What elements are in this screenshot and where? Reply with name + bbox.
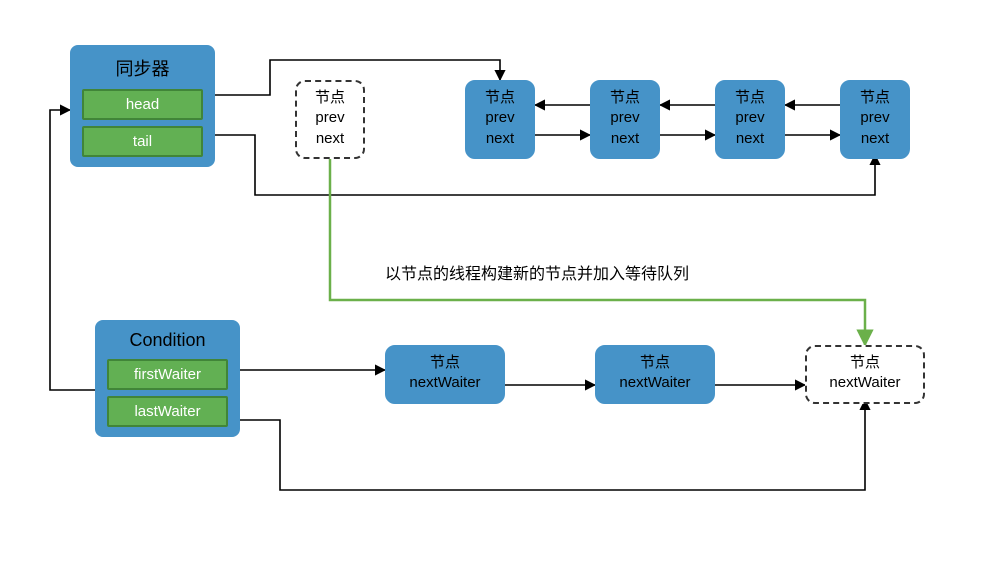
node-n4-line2: next — [846, 129, 904, 149]
node-w1-line1: nextWaiter — [391, 373, 499, 393]
node-n4: 节点prevnext — [840, 80, 910, 159]
node-n0-line1: prev — [301, 108, 359, 128]
node-n2-line2: next — [596, 129, 654, 149]
node-w3: 节点nextWaiter — [805, 345, 925, 404]
node-n2-line1: prev — [596, 108, 654, 128]
arrow-11 — [240, 400, 865, 490]
node-w1: 节点nextWaiter — [385, 345, 505, 404]
node-n3-line2: next — [721, 129, 779, 149]
synchronizer-field-tail: tail — [82, 126, 203, 157]
node-n1-line0: 节点 — [471, 88, 529, 108]
node-n2-line0: 节点 — [596, 88, 654, 108]
arrow-13 — [330, 155, 865, 345]
node-w2: 节点nextWaiter — [595, 345, 715, 404]
synchronizer-title: 同步器 — [82, 55, 203, 81]
node-n4-line1: prev — [846, 108, 904, 128]
node-n3-line1: prev — [721, 108, 779, 128]
synchronizer-field-head: head — [82, 89, 203, 120]
synchronizer-box: 同步器 head tail — [70, 45, 215, 167]
node-n1-line2: next — [471, 129, 529, 149]
condition-box: Condition firstWaiter lastWaiter — [95, 320, 240, 437]
node-n0-line0: 节点 — [301, 88, 359, 108]
node-n2: 节点prevnext — [590, 80, 660, 159]
node-n4-line0: 节点 — [846, 88, 904, 108]
condition-title: Condition — [107, 330, 228, 351]
node-w3-line0: 节点 — [811, 353, 919, 373]
node-n3: 节点prevnext — [715, 80, 785, 159]
caption-text: 以节点的线程构建新的节点并加入等待队列 — [385, 260, 689, 284]
node-n0: 节点prevnext — [295, 80, 365, 159]
node-n0-line2: next — [301, 129, 359, 149]
node-n3-line0: 节点 — [721, 88, 779, 108]
node-n1: 节点prevnext — [465, 80, 535, 159]
node-w2-line0: 节点 — [601, 353, 709, 373]
node-w3-line1: nextWaiter — [811, 373, 919, 393]
node-w2-line1: nextWaiter — [601, 373, 709, 393]
condition-field-firstwaiter: firstWaiter — [107, 359, 228, 390]
node-n1-line1: prev — [471, 108, 529, 128]
condition-field-lastwaiter: lastWaiter — [107, 396, 228, 427]
node-w1-line0: 节点 — [391, 353, 499, 373]
